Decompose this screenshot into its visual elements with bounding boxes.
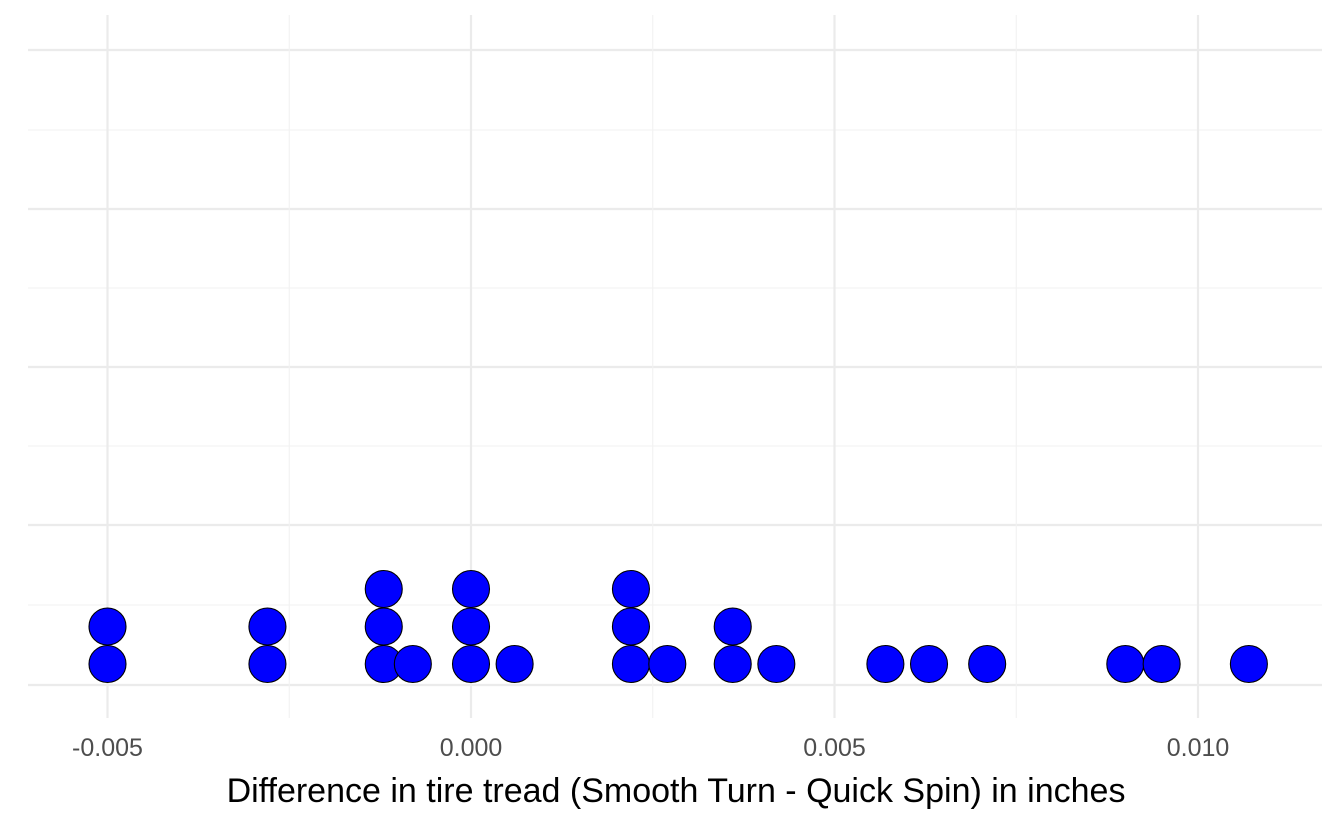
x-tick-label: 0.010	[1167, 734, 1230, 762]
data-point	[451, 607, 491, 646]
x-tick-label: 0.005	[803, 734, 866, 762]
data-point	[364, 607, 403, 646]
data-point	[1106, 644, 1145, 684]
x-axis-title: Difference in tire tread (Smooth Turn - …	[227, 772, 1126, 810]
data-point	[648, 644, 687, 684]
data-point	[757, 644, 796, 684]
data-point	[611, 644, 650, 684]
x-axis-tick-labels: -0.005 0.000 0.005 0.010	[72, 734, 1229, 762]
data-point	[1229, 644, 1268, 684]
data-point	[866, 644, 905, 684]
data-point	[713, 644, 752, 684]
data-point	[364, 569, 403, 609]
x-tick-label: -0.005	[72, 734, 143, 762]
data-point	[88, 644, 127, 684]
data-point	[611, 569, 650, 609]
data-point	[248, 607, 287, 646]
data-point	[451, 569, 491, 609]
grid-lines	[28, 15, 1322, 718]
data-point	[495, 644, 534, 684]
dot-marks	[88, 569, 1268, 684]
data-point	[393, 644, 432, 684]
data-point	[1142, 644, 1181, 684]
data-point	[611, 607, 650, 646]
data-point	[248, 644, 287, 684]
data-point	[88, 607, 127, 646]
data-point	[968, 644, 1007, 684]
x-tick-label: 0.000	[440, 734, 503, 762]
data-point	[451, 644, 491, 684]
data-point	[713, 607, 752, 646]
data-point	[909, 644, 949, 684]
